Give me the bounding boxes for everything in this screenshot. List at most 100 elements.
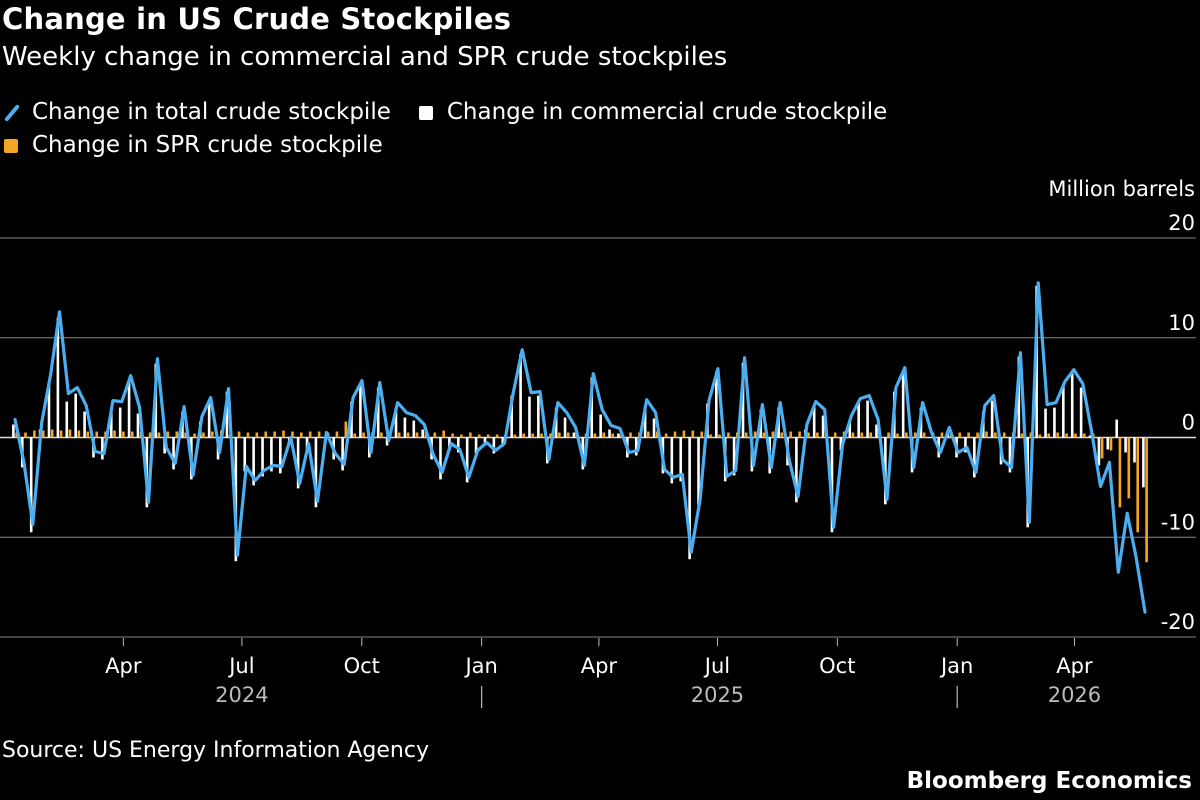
- spr-bar: [602, 432, 606, 438]
- spr-bar: [833, 432, 837, 438]
- x-tick-label: Oct: [819, 654, 855, 678]
- spr-bar: [958, 432, 962, 438]
- spr-bar: [486, 434, 490, 438]
- spr-bar: [1038, 434, 1042, 438]
- spr-bar: [967, 432, 970, 438]
- commercial-bar: [225, 391, 229, 438]
- source-note: Source: US Energy Information Agency: [2, 738, 429, 763]
- axis-layer: Million barrels 20 10 0 -10 -20 Apr Jul Oct Jan A…: [105, 177, 1195, 708]
- commercial-bar: [563, 417, 567, 438]
- spr-bar: [531, 433, 534, 438]
- commercial-bar: [439, 437, 442, 480]
- commercial-bar: [1008, 437, 1012, 473]
- spr-bar: [148, 432, 152, 438]
- spr-bar: [709, 434, 712, 438]
- y-tick-label: -20: [1161, 610, 1195, 634]
- commercial-bar: [608, 429, 611, 438]
- legend-label-total: Change in total crude stockpile: [32, 99, 391, 125]
- commercial-bar: [465, 437, 469, 483]
- spr-bar: [798, 431, 801, 438]
- spr-bar: [1118, 437, 1122, 508]
- commercial-bar: [1070, 373, 1074, 438]
- commercial-bar: [1044, 408, 1047, 438]
- spr-bar: [558, 432, 561, 438]
- spr-bar: [629, 432, 632, 438]
- commercial-bar: [385, 437, 389, 446]
- commercial-bar: [172, 437, 175, 470]
- commercial-bar: [314, 437, 318, 508]
- spr-bar: [691, 430, 695, 438]
- commercial-bar: [492, 437, 496, 454]
- spr-bar: [291, 431, 294, 438]
- commercial-bar: [252, 437, 255, 486]
- legend-item-commercial: Change in commercial crude stockpile: [418, 96, 887, 129]
- commercial-bar: [207, 403, 211, 438]
- spr-bar: [335, 431, 339, 438]
- commercial-bar: [821, 415, 825, 438]
- spr-bar: [166, 431, 170, 438]
- commercial-bar: [519, 353, 522, 438]
- x-tick-label: Jan: [939, 654, 973, 678]
- spr-bar: [1100, 437, 1104, 459]
- commercial-bar: [118, 407, 122, 438]
- commercial-bar: [74, 393, 77, 438]
- spr-bar: [246, 432, 250, 438]
- commercial-bar: [741, 362, 745, 438]
- spr-bar: [851, 432, 855, 438]
- spr-bar: [317, 431, 321, 438]
- spr-bar: [157, 432, 161, 438]
- commercial-bar: [1097, 437, 1101, 466]
- commercial-bar: [670, 437, 674, 484]
- spr-bar: [353, 433, 357, 438]
- y-tick-label: -10: [1161, 510, 1195, 534]
- spr-bar: [1020, 433, 1024, 438]
- spr-bar: [122, 431, 125, 438]
- line-layer: [13, 281, 1147, 614]
- spr-bar: [807, 432, 810, 438]
- spr-bar: [1074, 433, 1077, 438]
- spr-bar: [522, 433, 526, 438]
- spr-bar: [762, 432, 766, 438]
- commercial-bar: [839, 437, 843, 451]
- chart-title: Change in US Crude Stockpiles: [2, 2, 512, 36]
- spr-bar: [282, 430, 285, 438]
- commercial-bar: [990, 400, 994, 438]
- spr-bar: [664, 433, 668, 438]
- legend-item-spr: Change in SPR crude stockpile: [4, 129, 383, 162]
- spr-bar: [976, 432, 979, 438]
- commercial-bar: [421, 429, 424, 438]
- x-tick-label: Jul: [227, 654, 254, 678]
- y-tick-label: 20: [1168, 211, 1195, 235]
- spr-bar: [469, 432, 472, 438]
- spr-bar: [771, 431, 775, 438]
- spr-bar: [211, 431, 214, 438]
- spr-bar: [451, 433, 454, 438]
- spr-bar: [718, 434, 721, 438]
- commercial-bar: [857, 403, 860, 438]
- commercial-bar: [973, 437, 976, 478]
- spr-bar: [647, 431, 650, 438]
- spr-bar: [994, 432, 997, 438]
- commercial-bar: [101, 437, 104, 460]
- commercial-bar: [474, 437, 478, 454]
- x-tick-label: Apr: [105, 654, 142, 678]
- commercial-bar: [928, 437, 932, 438]
- spr-bar: [193, 433, 196, 438]
- spr-bar: [860, 432, 864, 438]
- spr-bar: [816, 432, 819, 438]
- commercial-bar: [448, 437, 451, 448]
- spr-bar: [95, 431, 98, 438]
- commercial-bar: [412, 420, 416, 438]
- spr-bar: [700, 431, 704, 438]
- commercial-bar: [483, 437, 487, 446]
- spr-bar: [940, 432, 944, 438]
- spr-bar: [1056, 432, 1059, 438]
- spr-bar: [24, 432, 27, 438]
- spr-bar: [593, 433, 597, 438]
- commercial-bar: [29, 437, 33, 533]
- spr-bar: [869, 432, 873, 438]
- commercial-bar: [403, 417, 407, 438]
- commercial-bar: [261, 437, 264, 477]
- commercial-bar: [901, 372, 905, 438]
